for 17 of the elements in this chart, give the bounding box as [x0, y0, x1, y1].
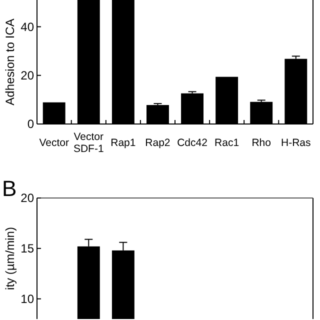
- y-tick-label: 10: [20, 292, 34, 306]
- x-tick-label: Vector SDF-1: [73, 131, 104, 155]
- y-tick-label: 0: [27, 117, 34, 132]
- x-tick-label: Rap2: [145, 137, 170, 149]
- x-tick-label: Rac1: [214, 137, 240, 149]
- x-tick-label: Cdc42: [177, 137, 208, 149]
- y-tick-label: 20: [20, 191, 34, 206]
- y-tick-label: 40: [20, 20, 34, 34]
- x-tick-label: Rap1: [110, 137, 136, 149]
- x-tick-label: Rho: [252, 137, 272, 149]
- y-axis-title: Adhesion to ICA: [3, 18, 17, 106]
- y-tick-label: 15: [20, 242, 34, 256]
- x-tick-label: H-Ras: [281, 137, 311, 149]
- y-tick-label: 20: [20, 68, 34, 83]
- x-tick-label: Vector: [39, 137, 70, 149]
- y-axis-title: ity (µm/min): [3, 227, 17, 290]
- chart-title: B: [2, 176, 17, 201]
